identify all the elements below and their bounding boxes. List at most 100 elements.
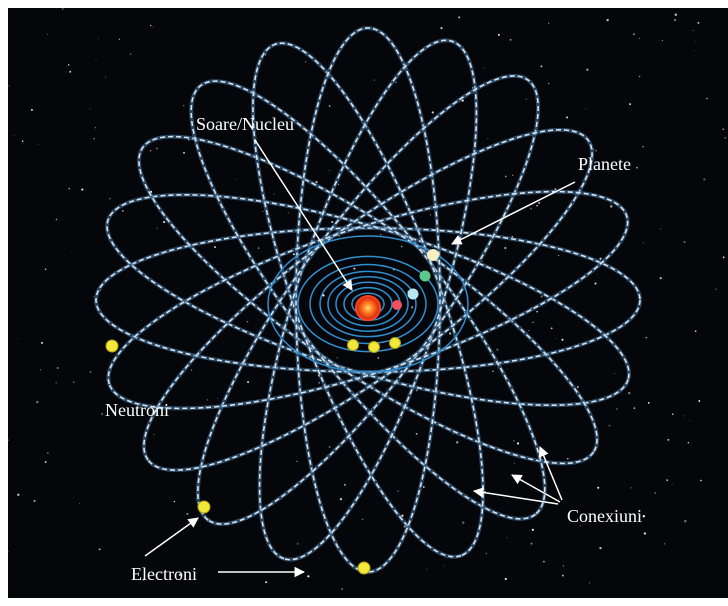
star	[443, 566, 444, 567]
star	[397, 490, 398, 491]
star	[610, 204, 611, 205]
star	[700, 480, 702, 482]
star	[130, 54, 131, 55]
planet	[420, 271, 431, 282]
star	[273, 193, 274, 194]
star	[645, 337, 646, 338]
star	[636, 167, 638, 169]
star	[377, 357, 379, 359]
star	[426, 569, 427, 570]
star	[288, 212, 289, 213]
star	[68, 64, 69, 65]
star	[536, 311, 538, 313]
star	[496, 349, 498, 351]
star	[483, 68, 484, 69]
star	[329, 446, 331, 448]
star	[258, 247, 259, 248]
star	[486, 553, 488, 555]
star	[698, 400, 700, 402]
star	[724, 137, 726, 139]
star	[186, 513, 188, 515]
star	[340, 498, 342, 500]
star	[715, 289, 716, 290]
sun	[356, 296, 380, 320]
star	[530, 208, 532, 210]
star	[530, 543, 532, 545]
star	[548, 83, 549, 84]
electron	[348, 340, 359, 351]
star	[506, 537, 507, 538]
electron	[198, 501, 210, 513]
star	[329, 105, 331, 107]
star	[236, 179, 237, 180]
star	[99, 548, 101, 550]
star	[672, 484, 673, 485]
star	[607, 19, 609, 21]
star	[163, 221, 165, 223]
star	[344, 484, 346, 486]
star	[68, 188, 70, 190]
star	[528, 330, 529, 331]
star	[697, 22, 699, 24]
star	[541, 65, 543, 67]
star	[40, 369, 41, 370]
star	[38, 144, 39, 145]
star	[150, 25, 151, 26]
star	[639, 76, 640, 77]
star	[639, 38, 640, 39]
star	[318, 382, 320, 384]
star	[156, 147, 158, 149]
star	[655, 492, 656, 493]
star	[643, 515, 645, 517]
star	[456, 441, 458, 443]
star	[529, 538, 530, 539]
star	[65, 71, 66, 72]
star	[644, 532, 646, 534]
star	[538, 202, 540, 204]
star	[648, 402, 650, 404]
star	[536, 205, 538, 207]
star	[105, 76, 106, 77]
star	[28, 504, 29, 505]
star	[122, 210, 124, 212]
star	[628, 392, 630, 394]
star	[109, 198, 110, 199]
star	[498, 34, 500, 36]
star	[556, 170, 557, 171]
star	[504, 247, 506, 249]
electron	[369, 342, 380, 353]
star	[483, 261, 484, 262]
star	[614, 373, 615, 374]
planet	[392, 300, 402, 310]
star	[41, 342, 43, 344]
star	[512, 175, 513, 176]
star	[694, 50, 695, 51]
star	[153, 27, 154, 28]
star	[586, 109, 587, 110]
star	[329, 170, 330, 171]
star	[47, 452, 48, 453]
star	[150, 150, 151, 151]
star	[513, 440, 515, 442]
star	[31, 109, 33, 111]
star	[597, 487, 599, 489]
electron	[390, 338, 401, 349]
star	[660, 228, 661, 229]
star	[526, 99, 527, 100]
star	[45, 268, 47, 270]
planet	[408, 289, 419, 300]
star	[401, 246, 403, 248]
star	[695, 41, 696, 42]
star	[101, 413, 103, 415]
star	[505, 578, 507, 580]
star	[362, 519, 364, 521]
star	[563, 565, 564, 566]
star	[73, 382, 74, 383]
star	[517, 442, 519, 444]
star	[690, 420, 691, 421]
star	[430, 214, 431, 215]
star	[662, 40, 663, 41]
neutrons-label: Neutroni	[105, 400, 169, 420]
star	[505, 175, 507, 177]
star	[458, 16, 460, 18]
